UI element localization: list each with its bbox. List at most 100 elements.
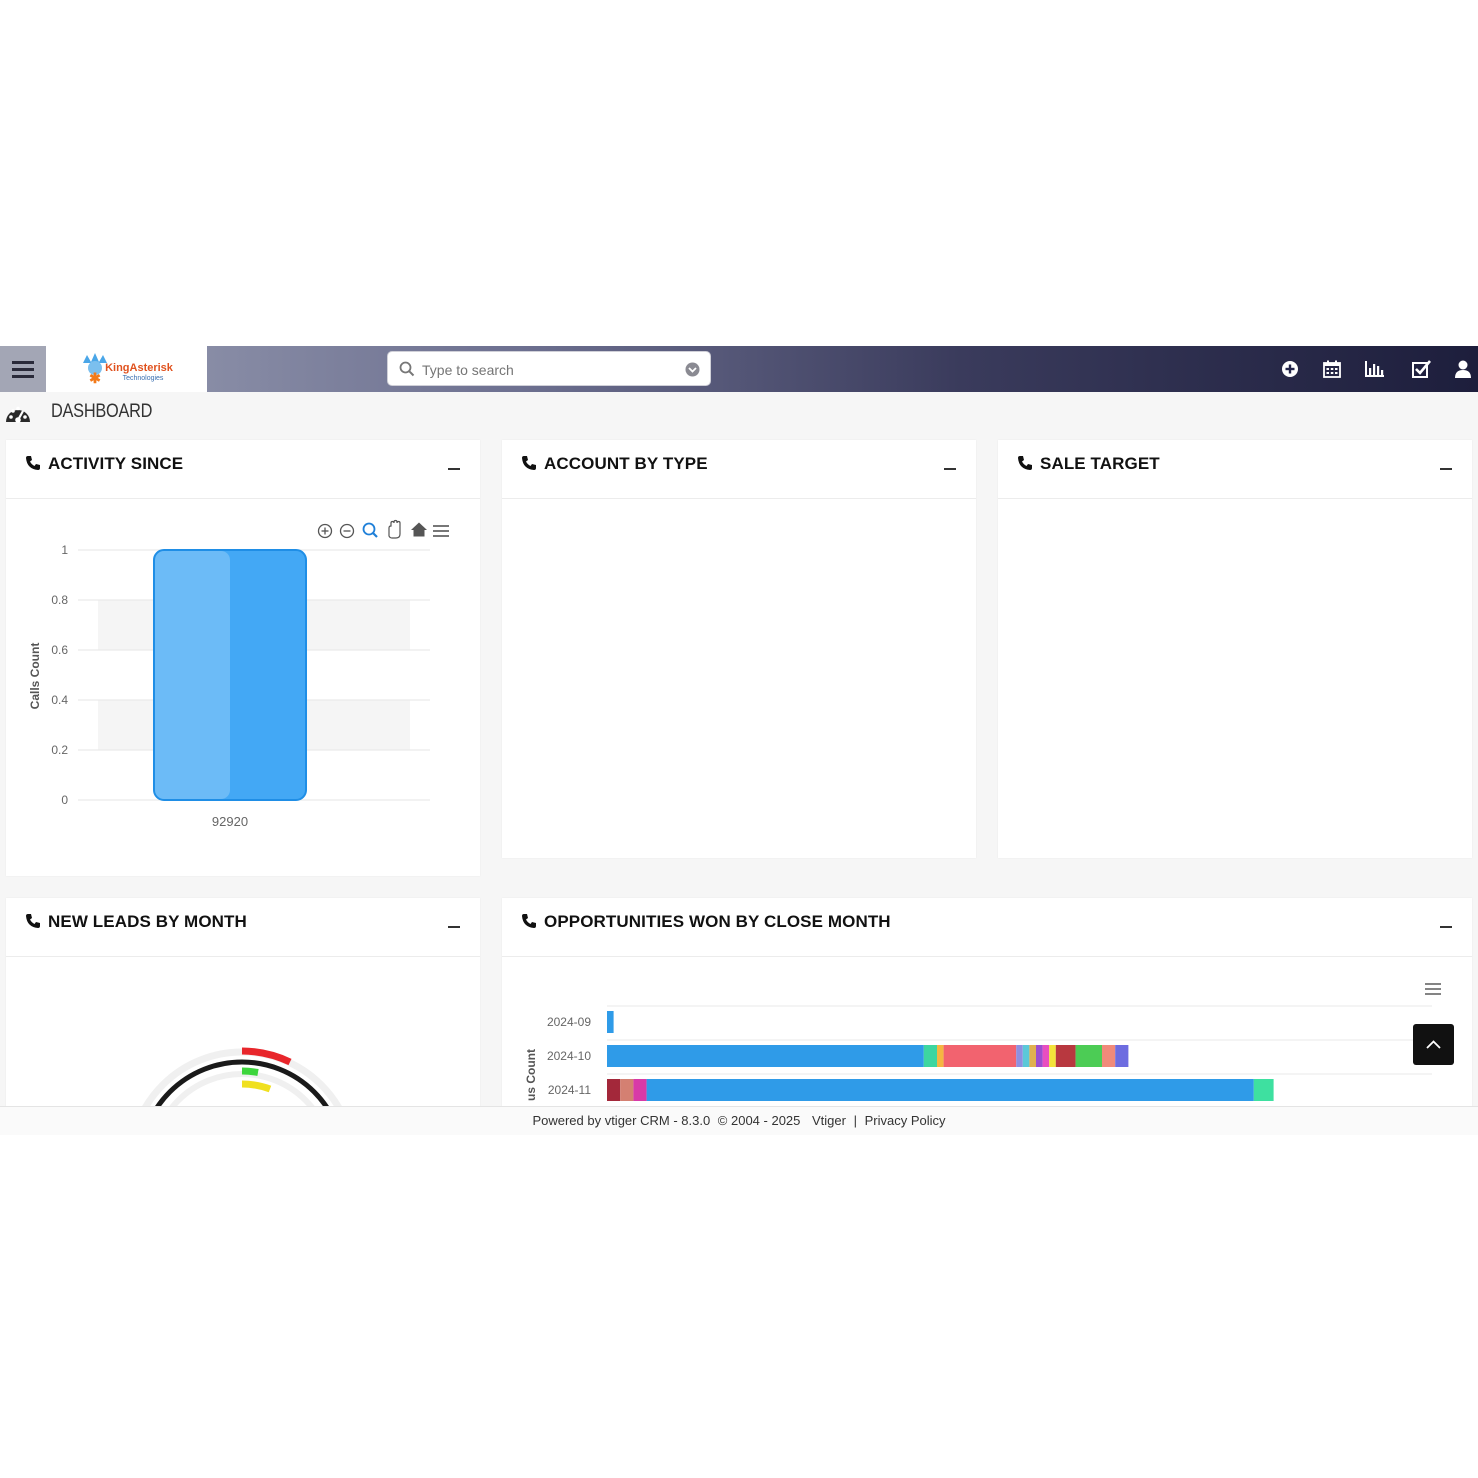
bar-segment[interactable] (1016, 1045, 1023, 1067)
pan-hand-icon[interactable] (388, 519, 401, 539)
y-tick-label: 2024-09 (547, 1015, 591, 1029)
bar-segment[interactable] (923, 1045, 937, 1067)
widget-header: ACCOUNT BY TYPE (502, 440, 976, 499)
bar-highlight (155, 551, 230, 799)
bar-segment[interactable] (1055, 1045, 1076, 1067)
minus-icon (448, 468, 460, 470)
widget-title: ACCOUNT BY TYPE (544, 454, 708, 473)
copyright-text: © 2004 - 2025 (717, 1113, 801, 1128)
phone-icon (26, 456, 40, 470)
global-search (387, 351, 711, 387)
reset-home-icon[interactable] (411, 522, 427, 537)
vtiger-link[interactable]: Vtiger (812, 1113, 846, 1128)
search-options-icon[interactable] (685, 362, 700, 377)
dashboard-header: DASHBOARD (0, 394, 400, 434)
chart-toolbar (317, 519, 449, 539)
gauge-band-yellow (241, 1080, 272, 1093)
top-navbar: ✱ KingAsterisk Technologies (0, 346, 1478, 392)
minimize-button[interactable] (440, 458, 468, 480)
quick-create-icon[interactable] (1279, 358, 1301, 380)
widget-title: OPPORTUNITIES WON BY CLOSE MONTH (544, 912, 891, 931)
phone-icon (522, 456, 536, 470)
chart-gridlines (607, 1005, 1432, 1075)
calendar-icon[interactable] (1321, 358, 1343, 380)
y-axis-label: Calls Count (28, 643, 42, 710)
bar-segment[interactable] (1042, 1045, 1050, 1067)
chart-axis-labels: 2024-09 2024-10 2024-11 (547, 1015, 591, 1097)
user-profile-icon[interactable] (1452, 358, 1474, 380)
y-tick-label: 0.4 (51, 693, 68, 707)
kingasterisk-logo-icon: ✱ KingAsterisk Technologies (82, 353, 174, 386)
bar-segment[interactable] (937, 1045, 944, 1067)
search-input[interactable] (420, 352, 674, 387)
widget-header: OPPORTUNITIES WON BY CLOSE MONTH (502, 898, 1472, 957)
zoom-out-icon[interactable] (339, 523, 355, 539)
bar-segment[interactable] (1049, 1045, 1056, 1067)
bar-segment[interactable] (1036, 1045, 1043, 1067)
dashboard-gauge-icon (6, 406, 30, 423)
widget-sale-target: SALE TARGET (998, 440, 1472, 858)
minimize-button[interactable] (936, 458, 964, 480)
y-tick-label: 1 (61, 543, 68, 557)
y-tick-label: 0.8 (51, 593, 68, 607)
chart-bars (153, 549, 307, 801)
svg-text:KingAsterisk: KingAsterisk (105, 362, 174, 374)
selection-zoom-icon[interactable] (362, 522, 378, 538)
bar-segment[interactable] (607, 1079, 621, 1101)
crm-app: ✱ KingAsterisk Technologies (0, 346, 1478, 1106)
phone-icon (26, 914, 40, 928)
minimize-button[interactable] (1432, 458, 1460, 480)
widget-header: NEW LEADS BY MONTH (6, 898, 480, 957)
y-tick-label: 0.6 (51, 643, 68, 657)
minus-icon (1440, 468, 1452, 470)
minimize-button[interactable] (1432, 916, 1460, 938)
gauge-track-inner (169, 1071, 315, 1106)
bar-segment[interactable] (607, 1011, 614, 1033)
chart-menu-icon[interactable] (433, 525, 449, 537)
page-footer: Powered by vtiger CRM - 8.3.0 © 2004 - 2… (0, 1106, 1478, 1135)
gauge-band-green (241, 1067, 259, 1076)
widget-header: ACTIVITY SINCE (6, 440, 480, 499)
bar-segment[interactable] (1115, 1045, 1129, 1067)
bar-segment[interactable] (1075, 1045, 1102, 1067)
widget-activity-since: ACTIVITY SINCE (6, 440, 480, 876)
activity-bar-chart: 0 0.2 0.4 0.6 0.8 1 92920 Calls Count (28, 519, 449, 829)
powered-by-text: Powered by vtiger CRM - 8.3.0 (532, 1113, 711, 1128)
bar-segment[interactable] (1029, 1045, 1036, 1067)
bar-segment[interactable] (620, 1079, 634, 1101)
svg-text:✱: ✱ (89, 370, 101, 386)
zoom-in-icon[interactable] (317, 523, 333, 539)
company-logo[interactable]: ✱ KingAsterisk Technologies (46, 346, 207, 392)
bar[interactable] (153, 549, 307, 801)
scroll-to-top-button[interactable] (1413, 1024, 1454, 1065)
gauge-needle-arc (155, 1059, 329, 1106)
bar-segment[interactable] (607, 1045, 924, 1067)
privacy-policy-link[interactable]: Privacy Policy (864, 1113, 946, 1128)
widget-title: ACTIVITY SINCE (48, 454, 184, 473)
y-axis-label: us Count (524, 1049, 538, 1101)
minus-icon (1440, 926, 1452, 928)
reports-chart-icon[interactable] (1364, 358, 1386, 380)
bar-segment[interactable] (1253, 1079, 1274, 1101)
menu-toggle-button[interactable] (0, 346, 46, 392)
footer-separator: | (853, 1113, 857, 1128)
bar-segment[interactable] (943, 1045, 1017, 1067)
y-tick-label: 2024-11 (548, 1083, 591, 1097)
tasks-checkbox-icon[interactable] (1410, 358, 1432, 380)
phone-icon (1018, 456, 1032, 470)
bar-segment[interactable] (1022, 1045, 1030, 1067)
bar-segment[interactable] (646, 1079, 1254, 1101)
widget-header: SALE TARGET (998, 440, 1472, 499)
bar-segment[interactable] (633, 1079, 647, 1101)
chevron-up-icon (1426, 1040, 1441, 1049)
chart-axis-labels: 0 0.2 0.4 0.6 0.8 1 92920 (51, 543, 248, 829)
minimize-button[interactable] (440, 916, 468, 938)
bar-segment[interactable] (1102, 1045, 1116, 1067)
widget-new-leads-by-month: NEW LEADS BY MONTH (6, 898, 480, 1106)
chart-bars (607, 1011, 1274, 1101)
search-icon (399, 361, 415, 377)
chart-menu-icon[interactable] (1425, 983, 1441, 995)
y-tick-label: 0.2 (51, 743, 68, 757)
svg-text:Technologies: Technologies (122, 375, 163, 382)
phone-icon (522, 914, 536, 928)
